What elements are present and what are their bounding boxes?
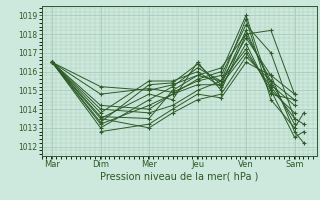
X-axis label: Pression niveau de la mer( hPa ): Pression niveau de la mer( hPa ): [100, 172, 258, 182]
